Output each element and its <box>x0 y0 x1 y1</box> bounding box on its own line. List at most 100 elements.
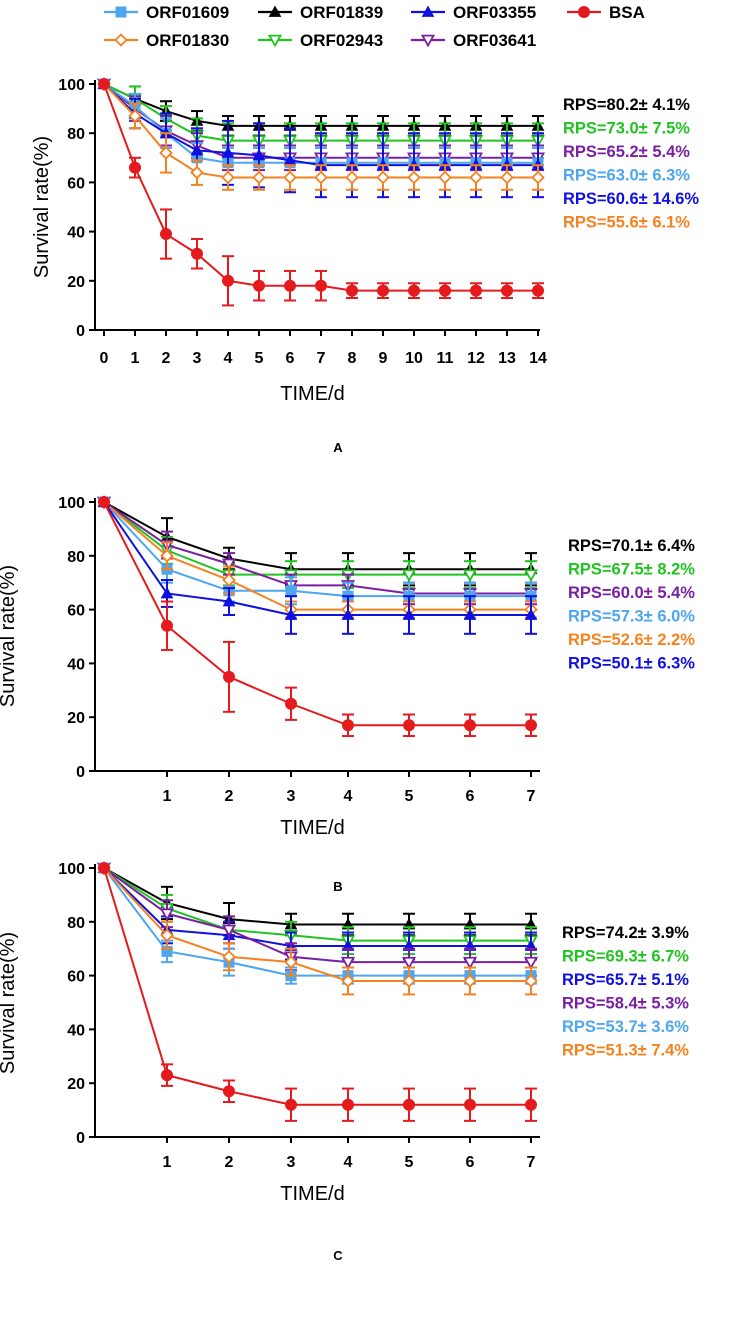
data-point <box>285 1098 297 1111</box>
data-point <box>161 1069 173 1082</box>
panel-label: A <box>333 440 343 455</box>
data-point <box>464 1098 476 1111</box>
data-point <box>284 955 298 969</box>
y-tick-label: 20 <box>67 710 85 727</box>
y-tick-label: 100 <box>58 861 85 878</box>
x-tick-label: 5 <box>255 350 264 367</box>
legend-label: ORF02943 <box>300 31 383 50</box>
data-point <box>160 928 174 943</box>
y-tick-label: 0 <box>76 323 85 340</box>
y-tick-label: 40 <box>67 225 85 242</box>
series-line <box>103 867 531 982</box>
x-tick-label: 5 <box>405 1154 414 1171</box>
legend-marker-icon <box>114 33 128 47</box>
x-tick-label: 2 <box>162 350 171 367</box>
y-tick-label: 80 <box>67 126 85 143</box>
data-point <box>525 1098 537 1111</box>
x-tick-label: 7 <box>527 1154 536 1171</box>
data-point <box>314 170 328 185</box>
data-point <box>402 608 416 620</box>
chart-panel-b: 0 20 40 60 80 100 1 2 3 4 5 6 7 TIME/d Survival rate(%… <box>0 495 695 894</box>
data-point <box>341 974 355 988</box>
data-point <box>221 170 235 185</box>
x-tick-label: 4 <box>224 350 233 367</box>
x-tick-label: 6 <box>466 1154 475 1171</box>
data-point <box>222 595 236 607</box>
rps-annotation: RPS=65.7± 5.1% <box>562 971 689 989</box>
data-point <box>532 284 544 297</box>
y-tick-label: 80 <box>67 549 85 566</box>
chart-panel-c: 0 20 40 60 80 100 1 2 3 4 5 6 7 TIME/d Survival rate(%… <box>0 861 689 1263</box>
data-point <box>407 170 421 185</box>
x-tick-label: 2 <box>225 788 234 805</box>
legend-marker-icon <box>420 34 436 48</box>
data-point <box>161 619 173 632</box>
x-tick-label: 13 <box>498 350 516 367</box>
data-point <box>469 170 483 185</box>
data-point <box>315 279 327 292</box>
data-point <box>190 165 204 180</box>
y-tick-label: 0 <box>76 764 85 781</box>
data-point <box>342 1098 354 1111</box>
rps-annotation: RPS=70.1± 6.4% <box>568 537 695 555</box>
data-point <box>223 670 235 683</box>
data-point <box>190 143 204 156</box>
data-point <box>525 719 537 732</box>
series-line <box>103 501 531 598</box>
rps-annotation: RPS=63.0± 6.3% <box>563 167 690 185</box>
data-point <box>221 146 235 158</box>
legend-marker-icon <box>578 6 590 18</box>
panel-label: B <box>333 879 342 894</box>
legend-label: BSA <box>609 3 645 22</box>
x-tick-label: 11 <box>437 350 454 367</box>
data-point <box>524 974 538 988</box>
y-tick-label: 40 <box>67 656 85 673</box>
data-point <box>342 719 354 732</box>
data-point <box>284 608 298 620</box>
x-tick-label: 1 <box>163 1154 172 1171</box>
x-tick-label: 0 <box>100 350 109 367</box>
rps-annotation: RPS=65.2± 5.4% <box>563 143 690 161</box>
data-point <box>159 908 175 922</box>
x-tick-label: 7 <box>527 788 536 805</box>
data-point <box>403 1098 415 1111</box>
rps-annotation: RPS=53.7± 3.6% <box>562 1018 689 1036</box>
data-point <box>462 956 478 970</box>
x-axis-label: TIME/d <box>280 817 344 839</box>
data-point <box>377 284 389 297</box>
data-point <box>221 924 237 938</box>
x-tick-label: 3 <box>287 788 296 805</box>
series-line <box>103 867 531 977</box>
data-point <box>284 279 296 292</box>
y-tick-label: 40 <box>67 1022 85 1039</box>
y-tick-label: 80 <box>67 915 85 932</box>
data-point <box>222 949 236 964</box>
data-point <box>98 78 110 90</box>
data-point <box>401 956 417 970</box>
data-point <box>345 170 359 185</box>
axes: 0 20 40 60 80 100 1 2 3 4 5 6 7 <box>58 861 540 1171</box>
legend-item-orf01830: ORF01830 <box>104 31 229 50</box>
legend-marker-icon <box>268 5 282 17</box>
y-tick-label: 60 <box>67 175 85 192</box>
y-tick-label: 20 <box>67 1076 85 1093</box>
rps-annotation: RPS=67.5± 8.2% <box>568 561 695 579</box>
data-point <box>191 247 203 260</box>
data-point <box>340 956 356 970</box>
legend-label: ORF03641 <box>453 31 536 50</box>
series-line <box>103 501 531 616</box>
legend-label: ORF01830 <box>146 31 229 50</box>
series-line <box>103 867 531 942</box>
legend-item-orf03641: ORF03641 <box>411 31 536 50</box>
series-bsa <box>98 496 537 738</box>
data-point <box>523 569 539 582</box>
y-axis-label: Survival rate(%) <box>31 136 53 278</box>
rps-annotation: RPS=51.3± 7.4% <box>562 1042 689 1060</box>
data-point <box>253 279 265 292</box>
series-line <box>103 501 531 727</box>
x-axis-label: TIME/d <box>280 1183 344 1205</box>
series-line <box>103 501 531 571</box>
